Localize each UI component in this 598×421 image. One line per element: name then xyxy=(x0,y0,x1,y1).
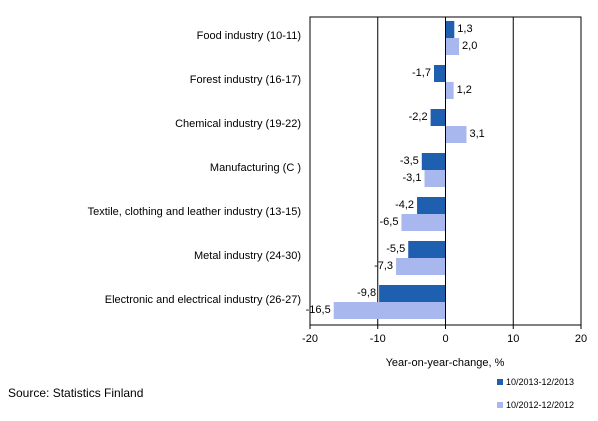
data-label: -3,5 xyxy=(400,155,419,167)
data-label: 1,2 xyxy=(457,84,472,96)
bar-1 xyxy=(445,21,455,38)
bar-2 xyxy=(424,170,446,187)
legend-swatch-series-2 xyxy=(497,402,503,408)
legend-label-series-1: 10/2013-12/2013 xyxy=(506,377,575,387)
data-label: -7,3 xyxy=(374,260,393,272)
bar-1 xyxy=(379,285,446,302)
data-label: -16,5 xyxy=(306,304,331,316)
data-label: 1,3 xyxy=(457,23,472,35)
category-label: Electronic and electrical industry (26-2… xyxy=(105,294,301,306)
data-label: 3,1 xyxy=(470,128,485,140)
data-label: -4,2 xyxy=(395,199,414,211)
data-label: -3,1 xyxy=(403,172,422,184)
bar-1 xyxy=(417,197,446,214)
x-axis-title: Year-on-year-change, % xyxy=(386,357,505,369)
data-label: -2,2 xyxy=(409,111,428,123)
legend-item-series-2: 10/2012-12/2012 xyxy=(497,400,574,410)
data-label: 2,0 xyxy=(462,40,477,52)
bar-2 xyxy=(401,214,446,231)
x-tick-label: 10 xyxy=(507,333,519,345)
data-label: -1,7 xyxy=(412,67,431,79)
bar-1 xyxy=(421,153,446,170)
bar-1 xyxy=(433,65,446,82)
bar-2 xyxy=(445,126,467,143)
legend-label-series-2: 10/2012-12/2012 xyxy=(506,400,575,410)
category-label: Manufacturing (C ) xyxy=(210,162,301,174)
x-tick-label: -20 xyxy=(302,333,318,345)
category-label: Chemical industry (19-22) xyxy=(175,118,301,130)
legend-swatch-series-1 xyxy=(497,379,503,385)
source-note: Source: Statistics Finland xyxy=(8,386,144,400)
category-label: Food industry (10-11) xyxy=(197,30,301,42)
x-tick-label: -10 xyxy=(370,333,386,345)
bar-1 xyxy=(430,109,446,126)
bar-2 xyxy=(333,302,446,319)
x-tick-label: 20 xyxy=(575,333,587,345)
data-label: -9,8 xyxy=(357,287,376,299)
bar-2 xyxy=(396,258,446,275)
category-label: Forest industry (16-17) xyxy=(190,74,301,86)
category-label: Textile, clothing and leather industry (… xyxy=(88,206,301,218)
data-label: -5,5 xyxy=(386,243,405,255)
data-label: -6,5 xyxy=(379,216,398,228)
bar-2 xyxy=(445,38,460,55)
bar-2 xyxy=(445,82,454,99)
category-label: Metal industry (24-30) xyxy=(194,250,301,262)
legend-item-series-1: 10/2013-12/2013 xyxy=(497,377,574,387)
bar-1 xyxy=(408,241,446,258)
x-tick-label: 0 xyxy=(442,333,448,345)
